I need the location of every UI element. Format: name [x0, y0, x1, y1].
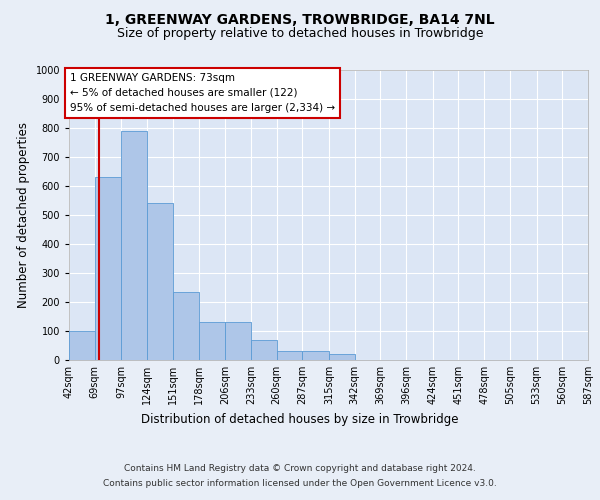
Bar — [199, 322, 225, 360]
Bar — [225, 322, 251, 360]
Bar — [173, 292, 199, 360]
Text: Contains public sector information licensed under the Open Government Licence v3: Contains public sector information licen… — [103, 479, 497, 488]
Bar — [329, 354, 355, 360]
Text: 1, GREENWAY GARDENS, TROWBRIDGE, BA14 7NL: 1, GREENWAY GARDENS, TROWBRIDGE, BA14 7N… — [105, 12, 495, 26]
Text: Distribution of detached houses by size in Trowbridge: Distribution of detached houses by size … — [141, 412, 459, 426]
Bar — [95, 178, 121, 360]
Text: Contains HM Land Registry data © Crown copyright and database right 2024.: Contains HM Land Registry data © Crown c… — [124, 464, 476, 473]
Text: Size of property relative to detached houses in Trowbridge: Size of property relative to detached ho… — [117, 28, 483, 40]
Bar — [302, 352, 329, 360]
Bar — [147, 204, 173, 360]
Bar — [121, 131, 147, 360]
Text: 1 GREENWAY GARDENS: 73sqm
← 5% of detached houses are smaller (122)
95% of semi-: 1 GREENWAY GARDENS: 73sqm ← 5% of detach… — [70, 73, 335, 112]
Bar — [251, 340, 277, 360]
Y-axis label: Number of detached properties: Number of detached properties — [17, 122, 30, 308]
Bar — [69, 331, 95, 360]
Bar — [277, 352, 302, 360]
